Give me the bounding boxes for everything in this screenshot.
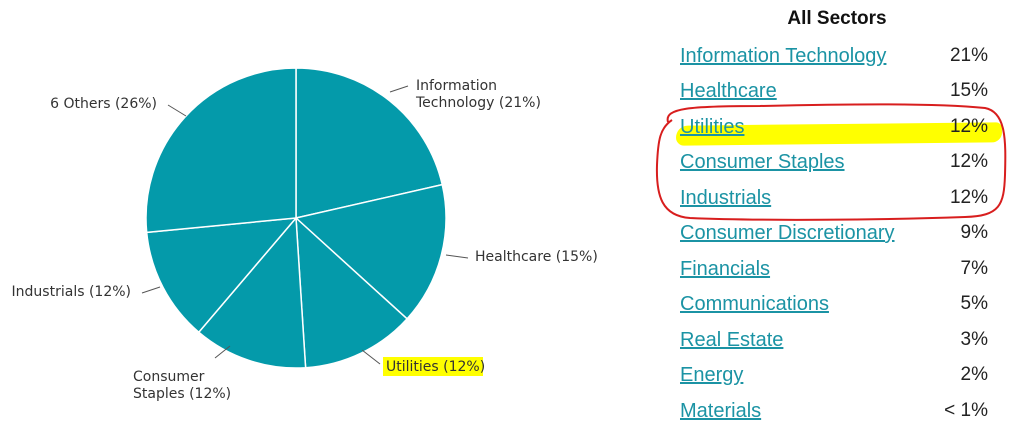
sector-percent: 12%	[949, 116, 988, 137]
pie-slice	[295, 216, 409, 369]
pie-leader-line	[445, 254, 469, 259]
sector-row: Energy 2%	[672, 364, 1002, 400]
pie-slice	[197, 216, 307, 369]
sector-percent: 15%	[949, 80, 988, 101]
pie-slice	[295, 67, 444, 219]
sector-percent: 5%	[960, 293, 988, 314]
sector-percent: 3%	[960, 329, 988, 350]
sector-link[interactable]: Consumer Staples	[680, 151, 845, 173]
sector-row: Consumer Staples 12%	[672, 151, 1002, 187]
pie-leader-line	[141, 286, 161, 294]
pie-label: 6 Others (26%)	[50, 96, 157, 112]
sector-link[interactable]: Financials	[680, 258, 771, 280]
sector-link[interactable]: Materials	[680, 400, 762, 422]
sector-link[interactable]: Communications	[680, 293, 829, 315]
sector-row: Financials 7%	[672, 258, 1002, 294]
pie-label: Utilities (12%)	[386, 359, 485, 375]
sector-link[interactable]: Utilities	[680, 116, 745, 138]
sector-row: Real Estate 3%	[672, 329, 1002, 365]
sector-row: Consumer Discretionary 9%	[672, 222, 1002, 258]
sector-row: Healthcare 15%	[672, 80, 1002, 116]
pie-label: Information	[416, 78, 497, 94]
sector-percent: 9%	[960, 222, 988, 243]
pie-slices	[145, 67, 447, 369]
sector-percent: 12%	[949, 151, 988, 172]
pie-leader-line	[361, 349, 381, 365]
sector-percent: < 1%	[944, 400, 988, 421]
sector-row: Industrials 12%	[672, 187, 1002, 223]
sector-link[interactable]: Energy	[680, 364, 744, 386]
pie-leader-line	[214, 345, 231, 359]
sector-link[interactable]: Real Estate	[680, 329, 784, 351]
sector-row: Materials < 1%	[672, 400, 1002, 436]
pie-slice	[145, 67, 297, 234]
pie-label: Industrials (12%)	[12, 284, 131, 300]
sector-row: Utilities 12%	[672, 116, 1003, 152]
sector-percent: 12%	[949, 187, 988, 208]
pie-label: Healthcare (15%)	[475, 249, 598, 265]
table-title: All Sectors	[787, 8, 887, 29]
pie-label-line2: Staples (12%)	[133, 386, 231, 402]
pie-slice	[294, 183, 447, 320]
sector-link[interactable]: Healthcare	[680, 80, 777, 102]
pie-label: Consumer	[133, 369, 205, 385]
pie-slice	[145, 217, 298, 334]
sector-row: Information Technology 21%	[672, 45, 1002, 81]
pie-leader-line	[389, 85, 409, 93]
sector-percent: 2%	[960, 364, 988, 385]
sector-row: Communications 5%	[672, 293, 1002, 329]
pie-leader-line	[167, 104, 187, 117]
pie-label-line2: Technology (21%)	[415, 95, 541, 111]
label-highlight	[383, 357, 483, 376]
sector-link[interactable]: Information Technology	[680, 45, 887, 67]
sector-link[interactable]: Consumer Discretionary	[680, 222, 895, 244]
sector-percent: 21%	[949, 45, 988, 66]
sector-link[interactable]: Industrials	[680, 187, 772, 209]
sector-percent: 7%	[960, 258, 988, 279]
